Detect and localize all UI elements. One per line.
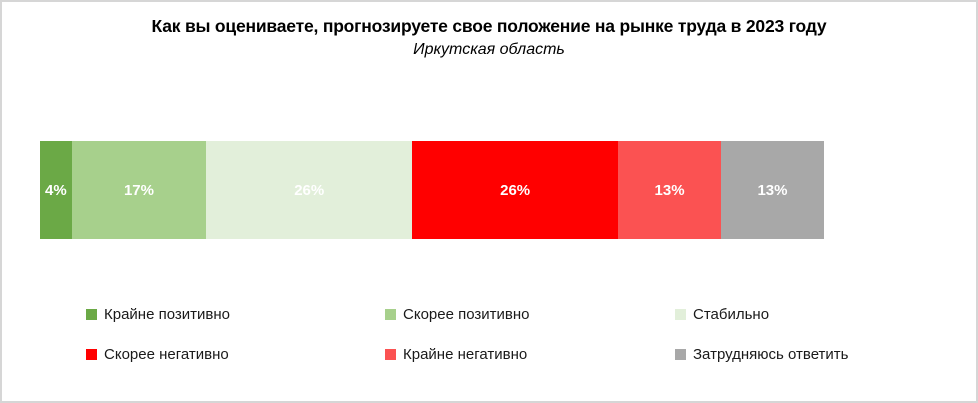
legend-item: Скорее позитивно [385,306,675,323]
bar-segment: 13% [721,141,824,239]
bar-segment-label: 4% [44,181,67,199]
legend-item: Затрудняюсь ответить [675,346,848,363]
chart-subtitle: Иркутская область [413,41,565,58]
bar-segment: 13% [618,141,722,239]
bar-segment-label: 13% [654,181,685,199]
legend-item: Скорее негативно [86,346,385,363]
legend-marker-icon [385,308,396,320]
legend-label: Стабильно [693,305,770,323]
bar-segment: 26% [206,141,413,239]
legend-marker-icon [385,348,396,360]
bar-segment: 4% [40,141,72,239]
bar-segment-label: 17% [123,181,154,199]
legend-label: Крайне позитивно [104,305,230,323]
bar-segment-label: 26% [294,181,325,199]
stacked-bar: 4% 17% 26% 26% 13% 13% [40,141,824,239]
legend-item: Стабильно [675,306,848,323]
bar-segment: 17% [71,141,207,239]
chart-title: Как вы оцениваете, прогнозируете свое по… [151,16,827,36]
legend-item: Крайне позитивно [86,306,385,323]
bar-segment-label: 13% [757,181,788,199]
legend-label: Скорее позитивно [403,305,530,323]
legend-label: Затрудняюсь ответить [693,345,849,363]
legend: Крайне позитивно Скорее позитивно Стабильн… [86,294,848,374]
legend-marker-icon [675,348,686,360]
bar-segment: 26% [412,141,619,239]
legend-label: Крайне негативно [403,345,528,363]
legend-marker-icon [86,308,97,320]
legend-marker-icon [86,348,97,360]
legend-marker-icon [675,308,686,320]
legend-label: Скорее негативно [104,345,229,363]
bar-segment-label: 26% [500,181,531,199]
legend-item: Крайне негативно [385,346,675,363]
